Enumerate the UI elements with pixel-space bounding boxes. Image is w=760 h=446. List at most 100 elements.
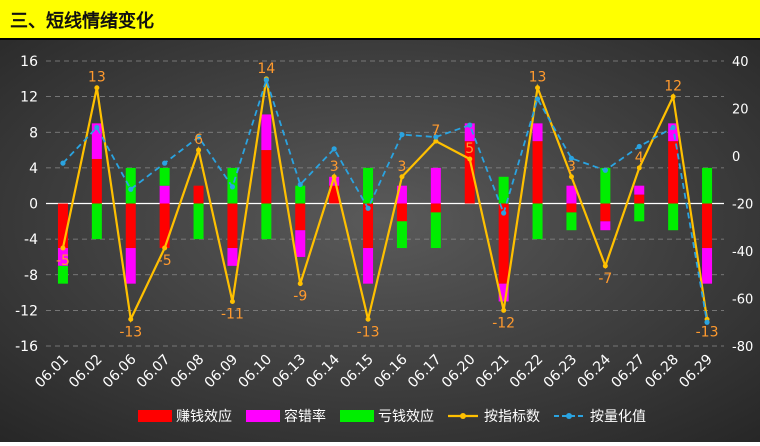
- left-tick-label: -4: [24, 232, 38, 248]
- right-tick-label: -60: [732, 293, 753, 308]
- index-data-label: -9: [293, 289, 307, 305]
- bar-profit: [57, 203, 68, 249]
- index-data-label: -11: [221, 306, 244, 322]
- bar-loss: [532, 203, 543, 240]
- quant-point: [94, 124, 100, 131]
- quant-point: [704, 319, 710, 325]
- bar-profit: [634, 194, 645, 204]
- bar-profit: [668, 141, 679, 204]
- bar-loss: [430, 212, 441, 249]
- bar-tolerance: [600, 221, 611, 231]
- index-data-label: -5: [56, 253, 70, 269]
- left-tick-label: -12: [15, 303, 38, 319]
- bar-tolerance: [566, 185, 577, 204]
- bar-profit: [498, 203, 509, 284]
- index-point: [467, 156, 473, 162]
- bar-profit: [566, 203, 577, 213]
- bar-loss: [668, 203, 679, 231]
- section-header: 三、短线情绪变化: [0, 0, 760, 40]
- bar-loss: [295, 185, 306, 204]
- bar-profit: [600, 203, 611, 222]
- quant-point: [433, 134, 439, 140]
- left-tick-label: 4: [29, 161, 38, 177]
- bar-tolerance: [430, 167, 441, 204]
- right-tick-label: 0: [732, 150, 740, 165]
- right-tick-label: 20: [732, 103, 749, 118]
- index-point: [365, 316, 371, 322]
- bar-tolerance: [57, 248, 68, 266]
- bar-profit: [532, 141, 543, 204]
- bar-loss: [91, 203, 102, 240]
- index-data-label: -13: [696, 324, 719, 340]
- index-data-label: 14: [257, 61, 275, 77]
- index-data-label: 3: [330, 159, 339, 175]
- index-point: [636, 165, 642, 171]
- index-point: [331, 174, 337, 180]
- index-point: [196, 147, 202, 153]
- bar-loss: [193, 203, 204, 240]
- index-point: [501, 307, 507, 313]
- right-tick-label: -80: [732, 340, 753, 355]
- bar-profit: [159, 203, 170, 249]
- quant-point: [636, 143, 642, 150]
- bar-loss: [634, 203, 645, 222]
- bar-tolerance: [634, 185, 645, 195]
- index-data-label: -13: [357, 324, 380, 340]
- legend: 赚钱效应 容错率 亏钱效应 按指标数 按量化值: [138, 408, 646, 425]
- bar-profit: [329, 185, 340, 204]
- index-point: [433, 138, 439, 144]
- bar-loss: [363, 167, 374, 204]
- bar-series: [57, 114, 713, 302]
- index-point: [297, 281, 303, 287]
- bar-tolerance: [125, 248, 136, 284]
- left-tick-label: 12: [20, 90, 38, 106]
- bar-profit: [363, 203, 374, 249]
- quant-point: [534, 96, 541, 102]
- line-series: [60, 76, 710, 325]
- quant-point: [365, 205, 371, 211]
- index-point: [94, 85, 100, 91]
- bar-loss: [498, 176, 509, 204]
- bar-loss: [125, 167, 136, 204]
- legend-label: 容错率: [284, 408, 326, 425]
- bar-profit: [430, 203, 441, 213]
- index-data-label: 5: [465, 141, 474, 157]
- bar-profit: [227, 203, 238, 249]
- bar-tolerance: [159, 185, 170, 204]
- index-point: [60, 245, 66, 251]
- bar-tolerance: [363, 248, 374, 284]
- index-point: [670, 94, 676, 100]
- quant-point: [568, 155, 575, 161]
- bar-loss: [159, 167, 170, 186]
- legend-swatch: [340, 410, 374, 422]
- bar-tolerance: [532, 123, 543, 142]
- bar-profit: [396, 203, 407, 222]
- quant-point: [195, 134, 202, 140]
- index-line: [61, 78, 709, 324]
- legend-label: 赚钱效应: [176, 408, 232, 425]
- quant-point: [467, 122, 473, 128]
- bar-tolerance: [91, 123, 102, 159]
- quant-point: [501, 210, 507, 216]
- legend-marker: [460, 413, 466, 419]
- bar-loss: [566, 212, 577, 231]
- quant-point: [331, 146, 337, 152]
- index-point: [535, 85, 541, 91]
- left-tick-label: -16: [15, 339, 38, 355]
- quant-point: [60, 160, 66, 166]
- quant-point: [297, 181, 303, 188]
- bar-loss: [396, 221, 407, 249]
- index-data-label: -7: [598, 271, 612, 287]
- index-data-label: 6: [194, 132, 203, 148]
- left-tick-label: 0: [29, 197, 38, 213]
- left-tick-label: 8: [29, 125, 38, 141]
- index-point: [602, 263, 608, 269]
- bar-tolerance: [396, 185, 407, 204]
- index-data-label: 3: [567, 159, 576, 175]
- quant-point: [128, 186, 134, 192]
- bar-tolerance: [295, 230, 306, 257]
- index-point: [162, 245, 168, 251]
- data-labels: -5 13 -13 -5 6 -11 14 -9 3 -13 3 7 5 -12 13 3 -7 4 12 -13: [56, 61, 719, 340]
- bar-loss: [600, 167, 611, 204]
- legend-marker: [566, 413, 572, 419]
